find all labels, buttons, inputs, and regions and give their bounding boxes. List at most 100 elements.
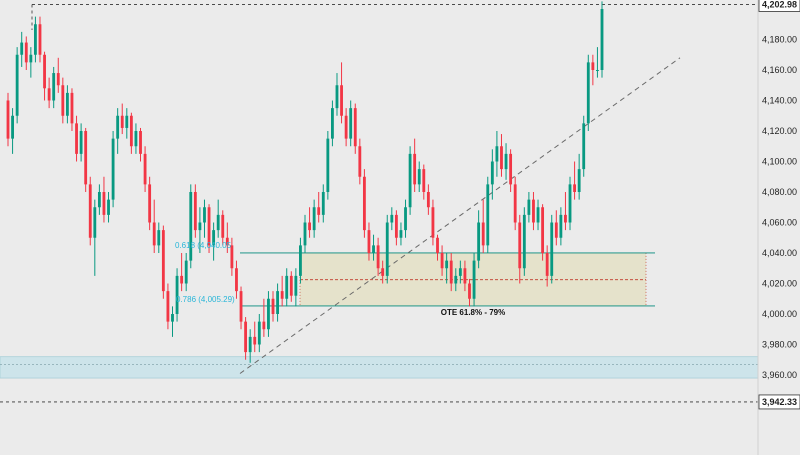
candle-body [257,321,261,345]
candle [225,222,229,253]
candle [303,214,307,253]
candle [65,85,69,124]
candle-body [184,260,188,284]
candle [326,131,330,200]
candle [29,47,33,78]
candle [399,222,403,246]
candle-body [29,54,33,63]
candle [335,73,339,116]
candle [102,176,106,223]
y-tick-label: 4,140.00 [762,96,797,106]
candle [11,108,14,154]
candle-body [111,138,115,200]
candle [134,123,138,154]
candle-body [97,192,101,208]
candle [235,260,238,299]
candle-body [431,207,435,238]
candle-body [52,73,56,101]
candle-body [559,214,563,238]
candle [171,306,174,337]
candle-body [120,115,124,128]
candle [559,207,563,246]
candle-body [193,192,197,231]
candle-body [24,42,28,63]
candle [216,199,220,238]
candle-body [79,131,83,154]
candle [203,199,206,238]
y-tick-label: 4,020.00 [762,279,797,289]
y-tick-label: 4,060.00 [762,218,797,228]
candle-body [166,291,170,322]
candle [490,149,494,200]
candle [404,199,407,238]
candle [536,199,540,231]
candle [390,207,394,231]
candle [422,164,426,200]
candle [330,100,334,147]
candle-body [504,153,508,170]
candle [513,176,517,231]
candle-body [381,268,385,276]
candle [193,184,197,238]
candle [139,127,142,162]
candle [504,143,508,180]
candle-body [413,153,417,185]
y-tick-label: 4,120.00 [762,126,797,136]
candle-body [317,207,321,215]
candle [340,62,343,124]
candle-body [157,230,161,246]
candle-body [545,253,549,276]
candle [299,237,302,284]
candle [244,317,248,360]
candle-body [139,131,142,154]
candle-body [294,275,298,296]
candle-body [426,192,430,208]
candle-body [362,176,366,231]
candle [472,253,476,307]
candle-body [253,336,257,345]
candle-body [38,24,42,55]
candle [166,283,170,330]
candle [477,210,481,269]
candle-body [70,92,74,124]
candle-body [454,275,458,284]
candle [463,260,467,292]
candle [454,268,458,292]
candle [344,108,348,147]
candle [413,138,417,192]
candle-body [244,321,248,353]
candle [367,222,371,261]
candle-body [495,146,499,162]
candle-body [541,207,545,253]
candle [436,234,439,261]
candle-body [262,321,266,330]
candle-body [596,70,599,71]
candle-body [358,146,362,177]
candle [15,47,19,124]
candle-body [235,268,238,292]
candle-body [440,253,444,269]
candle-body [189,192,193,261]
candle [294,268,298,307]
candle-body [568,184,572,223]
candle-body [522,214,526,269]
candle [321,184,325,223]
candle [88,176,92,246]
candle-body [394,214,398,238]
candle-body [340,85,343,116]
candle [518,214,522,284]
candle [43,51,46,101]
candle-body [513,184,517,223]
candle-body [61,85,65,116]
candle [431,199,435,246]
candle [75,115,78,162]
candle-body [212,230,216,246]
candle-body [532,199,535,223]
candle [267,291,270,337]
candle [230,237,234,276]
candle-body [129,115,133,147]
candle [61,77,65,124]
candle [253,321,257,353]
